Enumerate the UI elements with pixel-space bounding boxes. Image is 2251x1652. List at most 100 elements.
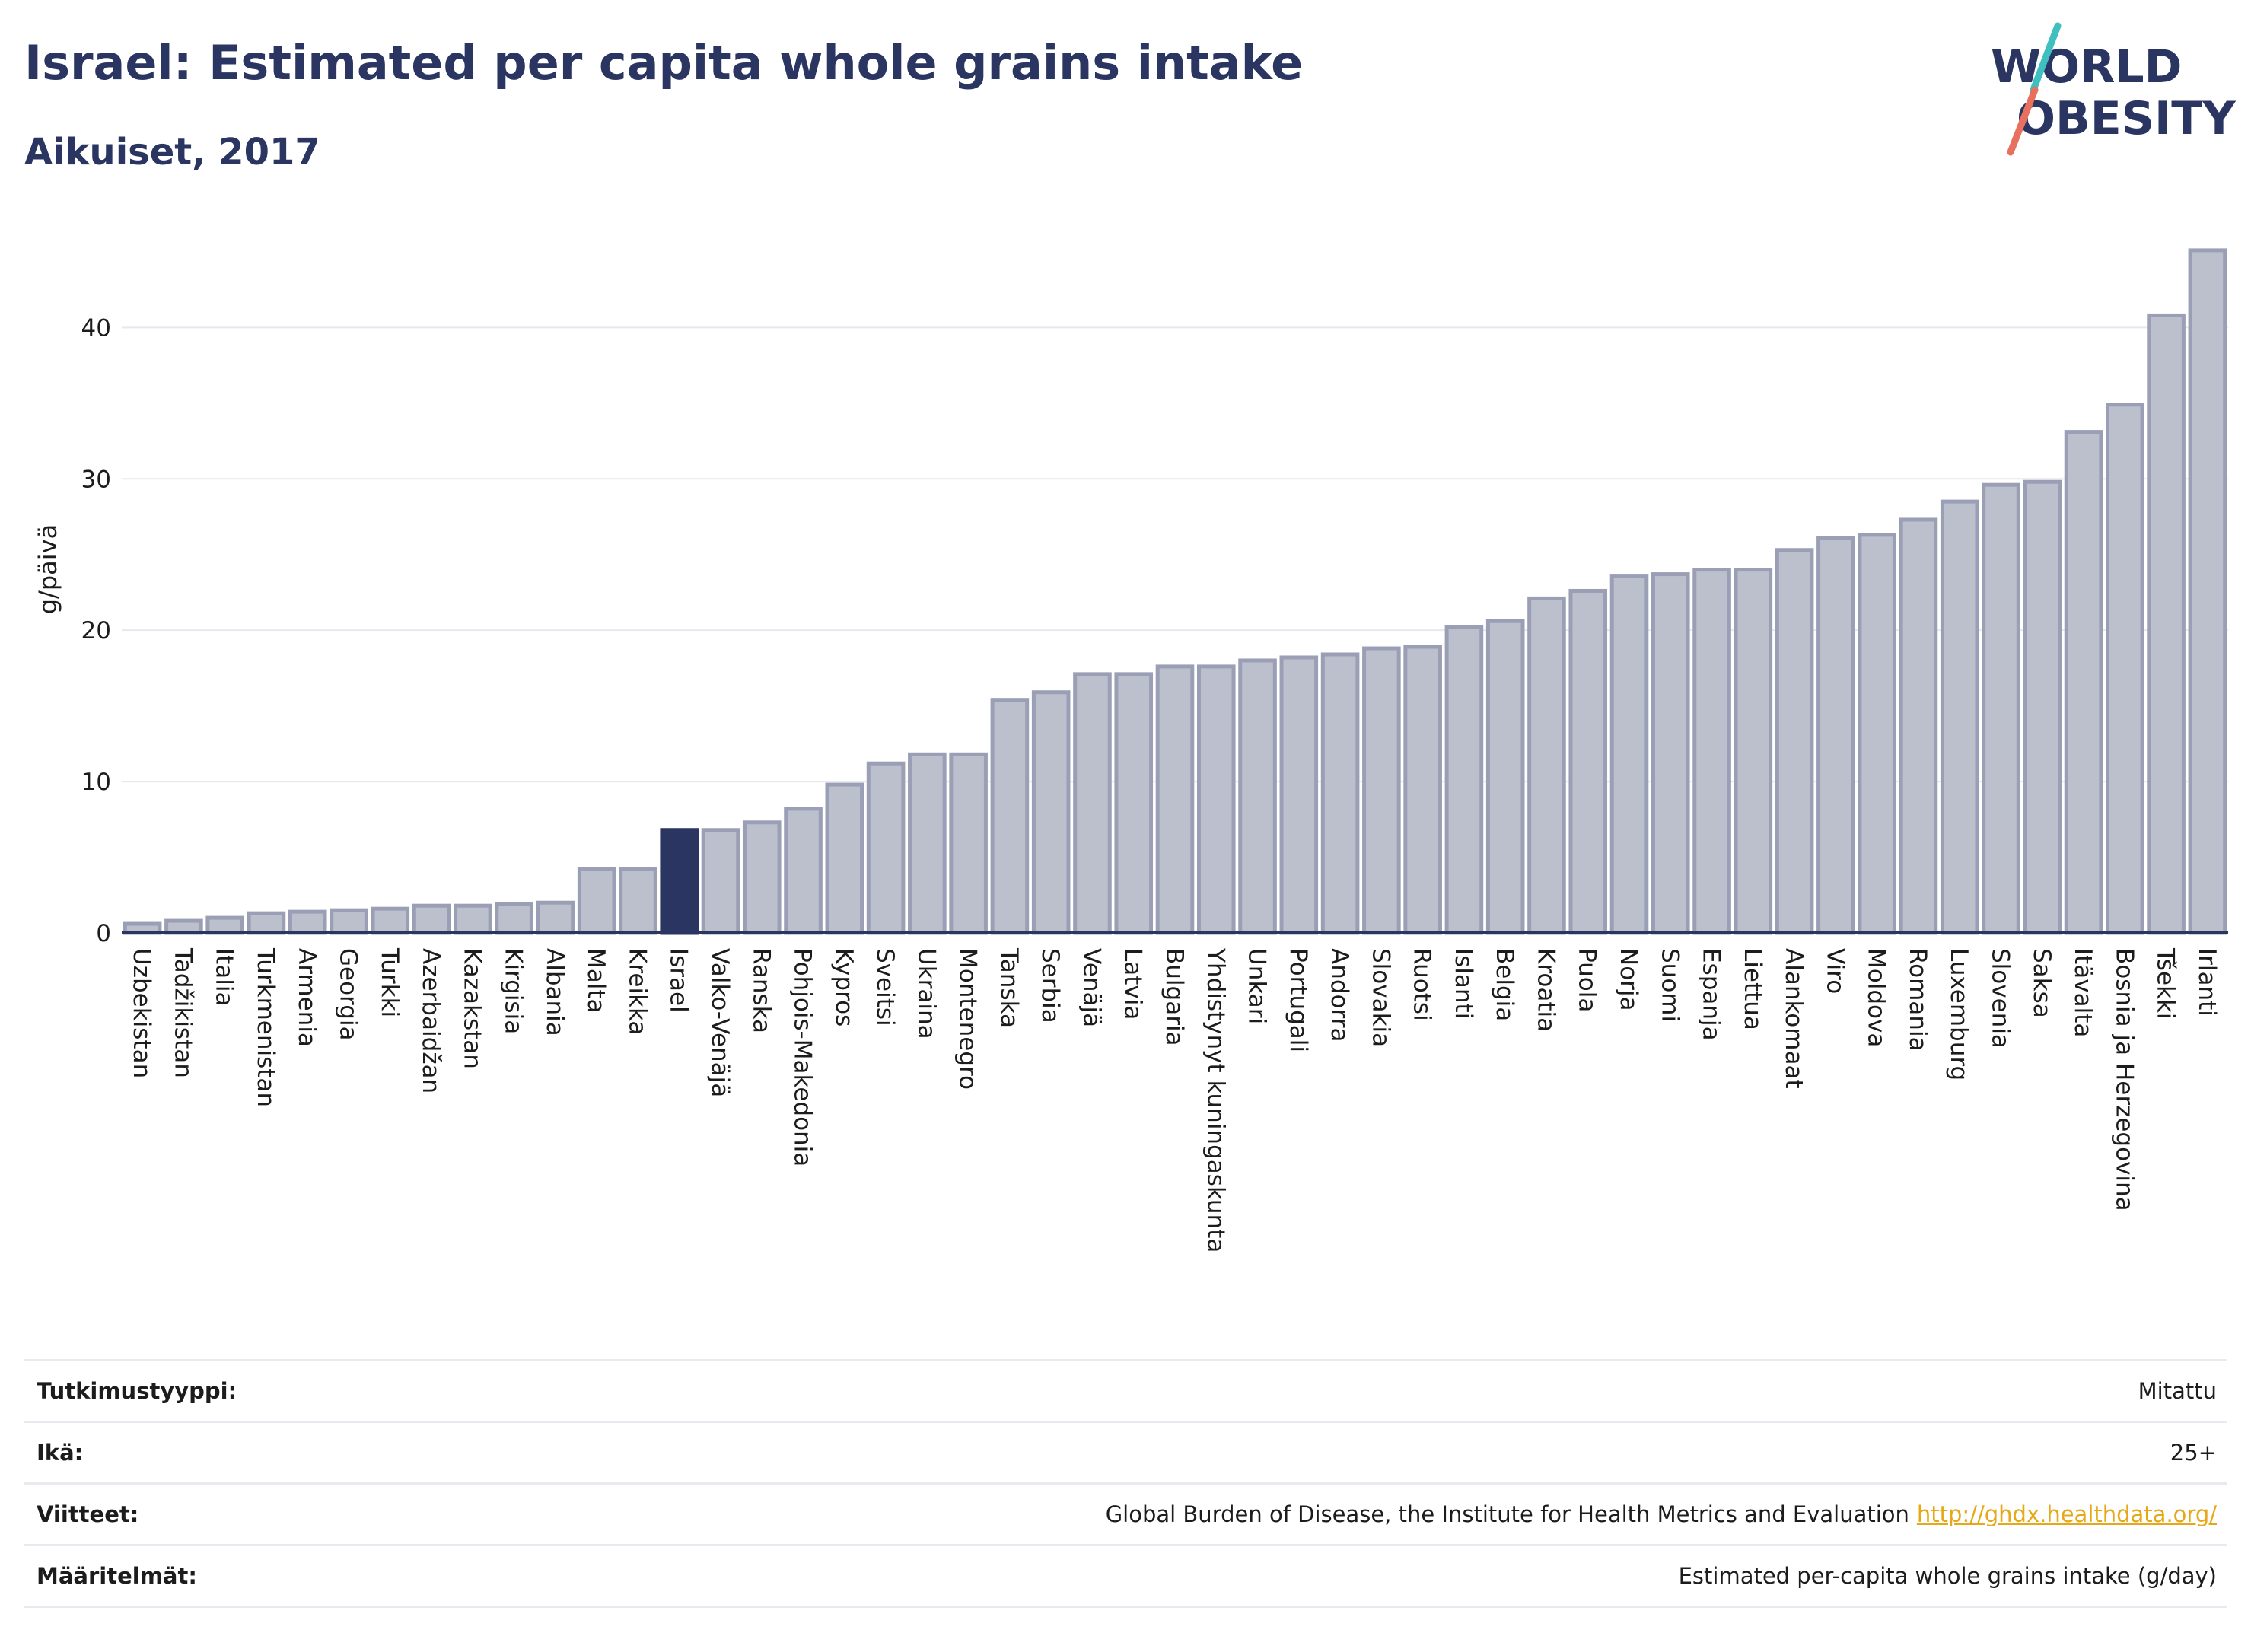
bar-layer xyxy=(123,248,2227,935)
bar-20 xyxy=(949,752,988,935)
x-tick-label: Irlanti xyxy=(2193,948,2221,1017)
x-tick-label: Andorra xyxy=(1326,948,1353,1042)
y-tick-label: 20 xyxy=(81,617,111,645)
x-tick-label: Ukraina xyxy=(912,948,940,1039)
bar-28 xyxy=(1279,655,1319,935)
x-tick-label: Turkki xyxy=(376,947,403,1017)
bar-25 xyxy=(1155,664,1195,935)
x-tick-label: Kazakstan xyxy=(458,948,486,1069)
x-tick-label: Yhdistynyt kuningaskunta xyxy=(1202,947,1229,1253)
bar-46 xyxy=(2023,479,2062,935)
bar-34 xyxy=(1527,596,1566,935)
x-tick-label: Bosnia ja Herzegovina xyxy=(2110,948,2138,1211)
x-tick-label: Montenegro xyxy=(954,948,982,1090)
bar-18 xyxy=(866,761,906,935)
bar-47 xyxy=(2064,430,2103,935)
bar-31 xyxy=(1403,645,1442,935)
bar-36 xyxy=(1609,574,1649,935)
bar-27 xyxy=(1238,658,1277,935)
bar-8 xyxy=(454,903,492,935)
info-row-references: Viitteet: Global Burden of Disease, the … xyxy=(24,1485,2227,1546)
y-tick-label: 30 xyxy=(81,466,111,493)
logo-slash-coral xyxy=(2007,86,2039,156)
world-obesity-logo[interactable]: WORLD OBESITY xyxy=(1979,21,2237,163)
info-label: Viitteet: xyxy=(37,1501,139,1527)
x-tick-label: Kirgisia xyxy=(500,948,527,1034)
x-tick-label: Portugali xyxy=(1285,948,1312,1052)
info-value: Estimated per-capita whole grains intake… xyxy=(1678,1563,2217,1589)
logo-slash-teal xyxy=(2030,22,2062,94)
x-tick-label: Azerbaidžan xyxy=(417,948,444,1093)
y-tick-label: 10 xyxy=(81,769,111,796)
bar-chart: 0 10 20 30 40 Uzbekistan Tadžikistan Italia Turk… xyxy=(33,248,2228,1253)
bar-17 xyxy=(825,782,864,935)
x-tick-label: Malta xyxy=(582,948,610,1014)
x-tick-label: Turkmenistan xyxy=(252,947,279,1107)
logo-line-obesity: OBESITY xyxy=(2017,92,2237,145)
x-tick-label: Slovakia xyxy=(1367,948,1394,1047)
bar-35 xyxy=(1568,588,1608,935)
bar-40 xyxy=(1775,548,1814,935)
bar-7 xyxy=(412,903,451,935)
info-row-definitions: Määritelmät: Estimated per-capita whole … xyxy=(24,1546,2227,1608)
x-tick-label: Liettua xyxy=(1739,948,1766,1030)
x-tick-label: Israel xyxy=(665,948,692,1013)
bar-44 xyxy=(1940,499,1979,935)
info-value: 25+ xyxy=(2170,1440,2217,1466)
x-tick-label: Tadžikistan xyxy=(169,947,196,1078)
bar-39 xyxy=(1734,568,1773,935)
bar-3 xyxy=(247,911,286,935)
x-tick-label: Saksa xyxy=(2028,948,2055,1018)
bar-9 xyxy=(495,902,533,935)
bar-50 xyxy=(2188,248,2227,935)
bar-33 xyxy=(1485,619,1525,935)
x-tick-label: Venäjä xyxy=(1078,948,1105,1027)
x-tick-label: Bulgaria xyxy=(1161,948,1188,1046)
info-table: Tutkimustyyppi: Mitattu Ikä: 25+ Viittee… xyxy=(24,1359,2227,1608)
x-tick-label: Kroatia xyxy=(1532,948,1559,1032)
bar-5 xyxy=(330,908,368,935)
bar-49 xyxy=(2147,313,2186,935)
x-tick-label: Sveitsi xyxy=(871,948,899,1027)
x-tick-label: Puola xyxy=(1574,948,1601,1012)
bar-38 xyxy=(1692,568,1731,935)
info-label: Ikä: xyxy=(37,1440,84,1466)
info-row-study-type: Tutkimustyyppi: Mitattu xyxy=(24,1361,2227,1423)
bar-41 xyxy=(1816,536,1855,935)
x-tick-label: Latvia xyxy=(1119,948,1147,1020)
bar-43 xyxy=(1899,517,1938,935)
x-tick-label: Viro xyxy=(1821,948,1848,994)
x-tick-label: Espanja xyxy=(1698,948,1725,1041)
x-tick-label: Slovenia xyxy=(1986,948,2014,1049)
info-label: Määritelmät: xyxy=(37,1563,197,1589)
bar-42 xyxy=(1858,533,1896,935)
bar-32 xyxy=(1444,625,1484,935)
info-value: Mitattu xyxy=(2138,1378,2217,1404)
bar-22 xyxy=(1031,690,1071,935)
x-tick-label: Ranska xyxy=(747,948,775,1033)
bar-45 xyxy=(1982,482,2020,935)
x-tick-label: Norja xyxy=(1615,948,1642,1011)
bar-11 xyxy=(577,867,616,935)
x-tick-label: Suomi xyxy=(1656,948,1683,1022)
x-tick-label: Georgia xyxy=(335,948,362,1041)
logo-line-world: WORLD xyxy=(1991,40,2182,94)
y-axis-title: g/päivä xyxy=(33,524,62,614)
x-tick-label: Albania xyxy=(541,948,568,1036)
y-tick-label: 40 xyxy=(81,314,111,342)
bar-13 xyxy=(660,828,699,935)
x-tick-label: Luxemburg xyxy=(1945,948,1972,1081)
bar-29 xyxy=(1320,652,1360,935)
bar-16 xyxy=(784,807,823,935)
x-tick-label: Belgia xyxy=(1491,948,1518,1021)
bar-30 xyxy=(1362,646,1401,935)
bar-21 xyxy=(990,698,1030,935)
x-tick-label: Moldova xyxy=(1863,948,1890,1047)
info-row-age: Ikä: 25+ xyxy=(24,1423,2227,1485)
reference-link[interactable]: http://ghdx.healthdata.org/ xyxy=(1916,1501,2217,1527)
x-tick-label: Uzbekistan xyxy=(128,948,155,1078)
x-tick-label: Unkari xyxy=(1243,948,1271,1024)
x-tick-label: Pohjois-Makedonia xyxy=(789,948,817,1167)
bar-4 xyxy=(288,909,327,935)
x-tick-label: Alankomaat xyxy=(1780,948,1807,1089)
